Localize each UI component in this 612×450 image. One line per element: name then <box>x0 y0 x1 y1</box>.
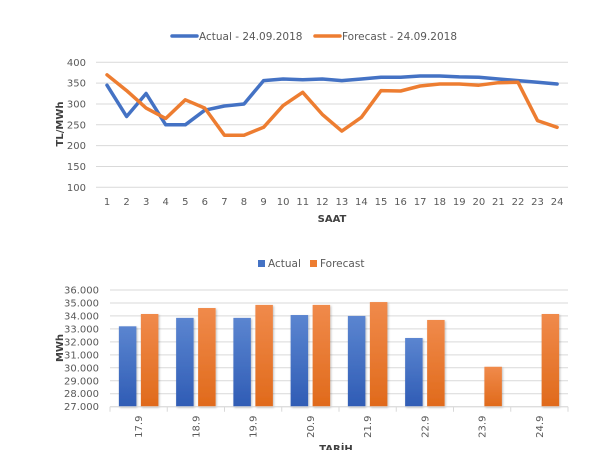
x-tick-label: 20.9 <box>306 416 317 438</box>
bar-forecast-22.9 <box>427 319 445 407</box>
y-tick-label: 350 <box>67 79 86 90</box>
x-tick-label: 21 <box>492 197 505 208</box>
y-tick-label: 200 <box>67 141 86 152</box>
line-chart: Actual - 24.09.2018 Forecast - 24.09.201… <box>55 31 568 225</box>
bar-chart-x-ticks: 17.9 18.9 19.9 20.9 21.9 22.9 23.9 24.9 <box>134 416 546 438</box>
y-tick-label: 33.000 <box>64 324 99 335</box>
bar-forecast-18.9 <box>198 308 216 407</box>
bar-actual-17.9 <box>118 326 137 407</box>
line-chart-y-ticks: 100 150 200 250 300 350 400 <box>67 58 86 194</box>
line-chart-series <box>105 73 559 137</box>
y-tick-label: 300 <box>67 99 86 110</box>
y-tick-label: 150 <box>67 162 86 173</box>
bar-forecast-17.9 <box>140 313 159 407</box>
bar-chart-bars <box>118 302 560 407</box>
bar-forecast-23.9 <box>484 366 502 407</box>
y-tick-label: 34.000 <box>64 311 99 322</box>
x-tick-label: 22.9 <box>420 416 431 438</box>
x-tick-label: 3 <box>143 197 149 208</box>
x-tick-label: 20 <box>472 197 485 208</box>
x-tick-label: 19 <box>453 197 466 208</box>
y-tick-label: 28.000 <box>64 389 99 400</box>
x-tick-label: 17 <box>414 197 427 208</box>
x-tick-label: 9 <box>260 197 266 208</box>
x-tick-label: 5 <box>182 197 188 208</box>
x-tick-label: 24.9 <box>535 416 546 438</box>
bar-actual-19.9 <box>233 317 251 407</box>
bar-forecast-20.9 <box>312 304 331 407</box>
y-tick-label: 30.000 <box>64 363 99 374</box>
x-tick-label: 17.9 <box>134 416 145 438</box>
x-tick-label: 23.9 <box>478 416 489 438</box>
x-tick-label: 18 <box>433 197 446 208</box>
x-tick-label: 11 <box>296 197 309 208</box>
x-tick-label: 15 <box>375 197 388 208</box>
x-tick-label: 22 <box>512 197 525 208</box>
bar-chart-x-axis <box>109 406 569 412</box>
legend-label-forecast: Forecast - 24.09.2018 <box>342 31 457 43</box>
legend-label-actual: Actual <box>268 258 301 270</box>
bar-actual-18.9 <box>176 317 194 407</box>
y-tick-label: 31.000 <box>64 350 99 361</box>
x-tick-label: 12 <box>316 197 329 208</box>
bar-actual-21.9 <box>347 315 366 407</box>
line-chart-y-axis-title: TL/MWh <box>55 102 66 147</box>
x-tick-label: 14 <box>355 197 368 208</box>
y-tick-label: 36.000 <box>64 286 99 297</box>
x-tick-label: 2 <box>123 197 129 208</box>
x-tick-label: 8 <box>241 197 247 208</box>
series-line-forecast <box>105 73 559 137</box>
legend-swatch-forecast <box>310 260 317 267</box>
x-tick-label: 19.9 <box>249 416 260 438</box>
bar-chart-y-axis-title: MWh <box>55 334 66 362</box>
x-tick-label: 4 <box>163 197 169 208</box>
bar-chart-y-ticks: 27.000 28.000 29.000 30.000 31.000 32.000 33.0… <box>64 286 99 414</box>
x-tick-label: 7 <box>221 197 227 208</box>
y-tick-label: 32.000 <box>64 337 99 348</box>
x-tick-label: 10 <box>277 197 290 208</box>
y-tick-label: 35.000 <box>64 298 99 309</box>
y-tick-label: 27.000 <box>64 402 99 413</box>
x-tick-label: 24 <box>551 197 564 208</box>
bar-chart-x-axis-title: TARİH <box>319 441 353 450</box>
legend-label-actual: Actual - 24.09.2018 <box>199 31 302 43</box>
x-tick-label: 16 <box>394 197 407 208</box>
legend-swatch-actual <box>258 260 265 267</box>
y-tick-label: 250 <box>67 120 86 131</box>
bar-chart: Actual Forecast 27.000 28.000 29.000 30.000… <box>55 258 569 450</box>
line-chart-legend: Actual - 24.09.2018 Forecast - 24.09.201… <box>170 31 457 43</box>
bar-forecast-19.9 <box>255 304 273 407</box>
line-chart-x-axis-title: SAAT <box>318 214 347 225</box>
line-chart-x-ticks: 1 2 3 4 5 6 7 8 9 10 11 12 13 14 15 16 17 18 19 20 21 22 23 24 <box>104 197 564 208</box>
x-tick-label: 6 <box>202 197 208 208</box>
x-tick-label: 18.9 <box>191 416 202 438</box>
x-tick-label: 1 <box>104 197 110 208</box>
y-tick-label: 100 <box>67 183 86 194</box>
bar-forecast-24.9 <box>541 313 560 407</box>
bar-chart-legend: Actual Forecast <box>258 258 364 270</box>
y-tick-label: 29.000 <box>64 376 99 387</box>
bar-actual-20.9 <box>290 315 309 407</box>
y-tick-label: 400 <box>67 58 86 69</box>
bar-actual-22.9 <box>405 337 423 407</box>
bar-forecast-21.9 <box>369 302 388 407</box>
x-tick-label: 13 <box>335 197 348 208</box>
legend-label-forecast: Forecast <box>320 258 364 270</box>
series-line-actual <box>105 74 559 127</box>
x-tick-label: 21.9 <box>363 416 374 438</box>
x-tick-label: 23 <box>531 197 544 208</box>
